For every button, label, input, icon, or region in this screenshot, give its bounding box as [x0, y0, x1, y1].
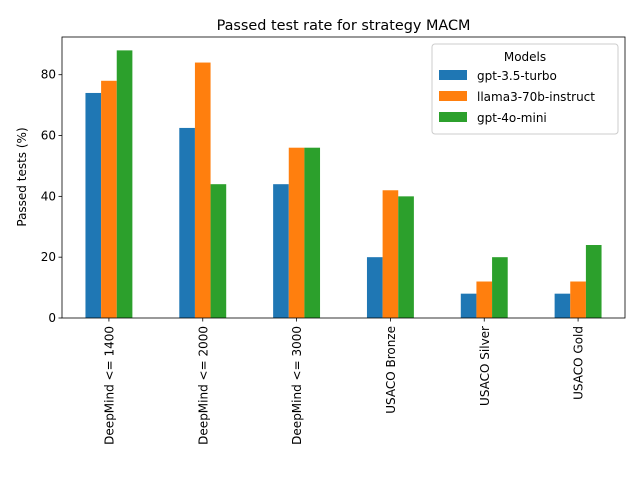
- legend: Models gpt-3.5-turbo llama3-70b-instruct gp…: [431, 43, 619, 135]
- legend-box: [431, 43, 619, 135]
- bar-1-1: [194, 62, 211, 318]
- chart-title: Passed test rate for strategy MACM: [217, 18, 471, 34]
- legend-label-0: gpt-3.5-turbo: [477, 69, 557, 83]
- bar-0-1: [179, 127, 195, 319]
- x-tick-label: USACO Bronze: [384, 326, 398, 414]
- bar-1-3: [382, 190, 399, 318]
- bar-1-5: [570, 281, 586, 318]
- bar-0-4: [460, 293, 477, 318]
- plot-area: 0 20 40 60 80 DeepMind <= 1400 DeepMind <= 200…: [41, 36, 626, 445]
- bar-2-5: [585, 245, 602, 318]
- axes-frame: [61, 36, 626, 319]
- y-tick-label: 80: [41, 68, 56, 82]
- legend-label-2: gpt-4o-mini: [477, 111, 547, 125]
- bar-2-4: [492, 257, 508, 318]
- legend-title: Models: [504, 50, 546, 64]
- bar-0-5: [554, 293, 571, 318]
- x-tick-label: USACO Silver: [478, 326, 492, 406]
- bar-0-3: [366, 257, 383, 318]
- y-tick-label: 20: [41, 250, 56, 264]
- y-axis-label: Passed tests (%): [15, 127, 29, 226]
- bar-1-2: [288, 147, 305, 318]
- legend-swatch-2: [439, 112, 467, 122]
- legend-swatch-1: [439, 91, 467, 101]
- legend-label-1: llama3-70b-instruct: [477, 90, 595, 104]
- bar-2-0: [116, 50, 133, 318]
- x-tick-label: DeepMind <= 2000: [196, 326, 210, 445]
- x-tick-label: DeepMind <= 3000: [290, 326, 304, 445]
- x-tick-label: DeepMind <= 1400: [102, 326, 116, 445]
- bar-0-2: [273, 184, 289, 318]
- y-tick-label: 60: [41, 129, 56, 143]
- x-tick-label: USACO Gold: [572, 326, 586, 400]
- legend-swatch-0: [439, 70, 467, 80]
- bar-2-1: [210, 184, 227, 318]
- y-tick-label: 0: [48, 311, 56, 325]
- bar-1-0: [101, 80, 117, 318]
- bar-2-3: [398, 196, 414, 318]
- bar-1-4: [476, 281, 493, 318]
- y-tick-label: 40: [41, 189, 56, 203]
- bar-2-2: [304, 147, 321, 318]
- bar-0-0: [85, 92, 102, 319]
